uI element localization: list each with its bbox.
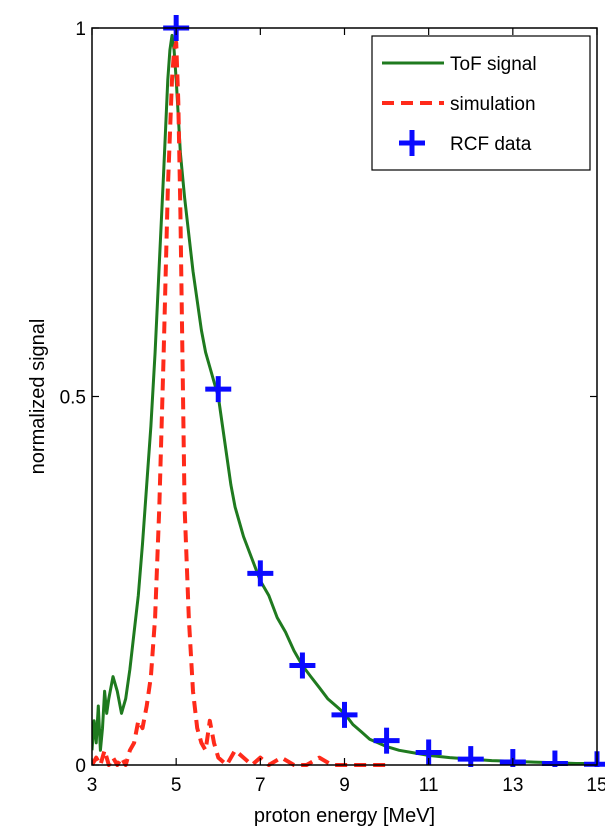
y-axis-label: normalized signal: [27, 319, 49, 475]
legend-label: RCF data: [450, 134, 532, 155]
data-point: [205, 376, 232, 403]
y-tick-label: 0: [75, 756, 86, 777]
x-tick-label: 5: [171, 775, 182, 796]
legend: ToF signal simulation RCF data: [371, 35, 591, 171]
legend-item: simulation: [382, 94, 536, 115]
legend-label: simulation: [450, 94, 536, 115]
series-simulation-line: [92, 40, 387, 767]
x-tick-label: 3: [87, 775, 98, 796]
data-point: [541, 750, 568, 767]
series-tof-signal-line: [92, 33, 597, 765]
x-tick-label: 7: [255, 775, 266, 796]
legend-label: ToF signal: [450, 54, 537, 75]
data-point: [331, 701, 358, 728]
ticks-layer: 3 5 7 9 11 13 15 0 0.5 1: [60, 19, 605, 796]
x-tick-label: 15: [586, 775, 605, 796]
legend-item: RCF data: [399, 130, 532, 156]
legend-item: ToF signal: [382, 54, 537, 75]
data-point: [289, 652, 316, 679]
x-axis-label: proton energy [MeV]: [254, 805, 435, 827]
x-tick-label: 11: [419, 775, 439, 796]
y-tick-label: 1: [75, 19, 86, 40]
x-tick-label: 13: [502, 775, 523, 796]
x-tick-label: 9: [339, 775, 350, 796]
data-point: [373, 727, 400, 754]
data-point: [247, 560, 274, 587]
data-point: [457, 746, 484, 767]
y-tick-label: 0.5: [60, 388, 86, 409]
